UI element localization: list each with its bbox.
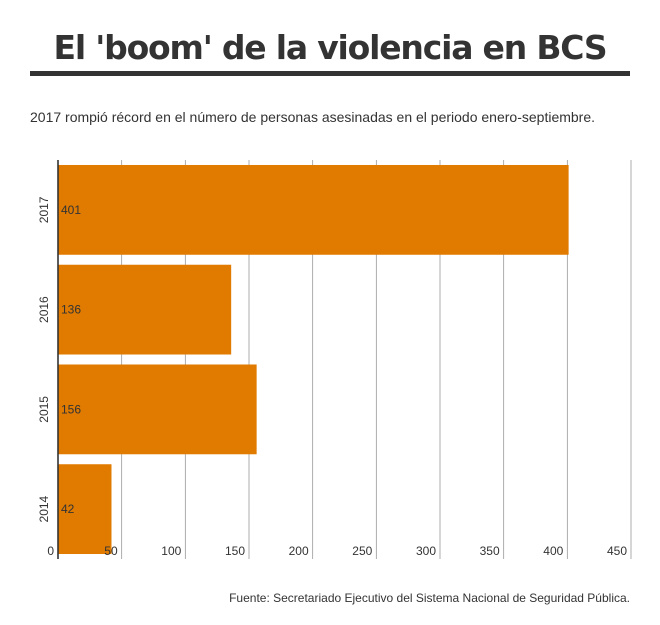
x-tick-label: 50 xyxy=(104,544,118,558)
y-tick-label: 2015 xyxy=(37,396,51,423)
y-axis-ticks: 2017 2016 2015 2014 xyxy=(37,196,51,522)
x-tick-label: 450 xyxy=(607,544,627,558)
value-label: 136 xyxy=(61,303,81,317)
bar-2015 xyxy=(58,364,257,455)
chart-title: El 'boom' de la violencia en BCS xyxy=(53,28,608,67)
source-note: Fuente: Secretariado Ejecutivo del Siste… xyxy=(229,591,630,605)
value-label: 156 xyxy=(61,402,81,416)
x-tick-label: 400 xyxy=(543,544,563,558)
y-tick-label: 2014 xyxy=(37,495,51,522)
x-axis-ticks: 0 50 100 150 200 250 300 350 400 450 xyxy=(47,544,627,558)
x-tick-label: 300 xyxy=(416,544,436,558)
x-tick-label: 100 xyxy=(161,544,181,558)
x-tick-label: 200 xyxy=(289,544,309,558)
chart-subtitle: 2017 rompió récord en el número de perso… xyxy=(30,109,596,125)
bar-2016 xyxy=(58,264,232,355)
y-tick-label: 2016 xyxy=(37,296,51,323)
value-labels: 401 136 156 42 xyxy=(61,203,81,516)
x-tick-label: 150 xyxy=(225,544,245,558)
x-tick-label: 250 xyxy=(352,544,372,558)
bar-2017 xyxy=(58,164,569,255)
value-label: 401 xyxy=(61,203,81,217)
bars xyxy=(58,164,569,555)
bar-2014 xyxy=(58,464,112,555)
x-tick-label: 0 xyxy=(47,544,54,558)
y-tick-label: 2017 xyxy=(37,196,51,223)
title-underline xyxy=(30,71,630,76)
x-tick-label: 350 xyxy=(480,544,500,558)
value-label: 42 xyxy=(61,502,75,516)
